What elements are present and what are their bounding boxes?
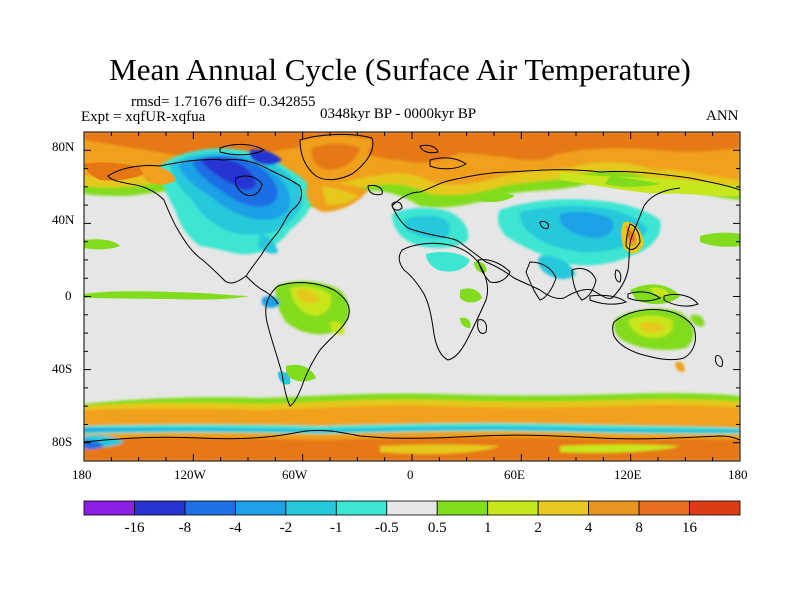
lat-label-80s: 80S bbox=[52, 434, 73, 449]
lat-label-0: 0 bbox=[65, 288, 72, 303]
coast-australia bbox=[612, 309, 697, 361]
coast-arctic-islands bbox=[429, 157, 467, 170]
colorbar-swatch bbox=[184, 500, 236, 516]
colorbar-label: 4 bbox=[584, 520, 593, 536]
coast-lakes bbox=[539, 221, 549, 229]
coast-philippines bbox=[614, 269, 622, 283]
colorbar-label: 2 bbox=[534, 520, 542, 536]
coast-new-zealand bbox=[715, 355, 723, 367]
greenland-anomaly bbox=[300, 135, 372, 212]
coast-europe-south bbox=[391, 187, 681, 299]
colorbar-label: -4 bbox=[229, 520, 242, 536]
colorbar-swatch bbox=[689, 500, 741, 516]
australia-anomaly bbox=[614, 308, 705, 372]
colorbar-swatch bbox=[588, 500, 640, 516]
arctic-band-red-2 bbox=[380, 136, 470, 163]
lon-label-120e: 120E bbox=[614, 467, 642, 482]
coast-north-america bbox=[107, 158, 303, 284]
lon-label-60w: 60W bbox=[282, 467, 308, 482]
colorbar-label: 16 bbox=[682, 520, 698, 536]
lon-label-180e: 180 bbox=[728, 467, 748, 482]
map-fill-layer bbox=[84, 132, 740, 461]
pacific-eq-green bbox=[84, 291, 250, 300]
colorbar-label: -2 bbox=[279, 520, 293, 536]
eurasia-cold-anomaly bbox=[392, 199, 661, 280]
so-blue-band bbox=[84, 427, 740, 432]
na-navy bbox=[200, 157, 256, 190]
period-label: 0348kyr BP - 0000kyr BP bbox=[320, 106, 477, 122]
coast-eurasia bbox=[391, 169, 740, 207]
coast-madagascar bbox=[477, 319, 487, 334]
coast-india bbox=[525, 261, 557, 301]
lon-label-60e: 60E bbox=[504, 467, 525, 482]
south-america-anomaly bbox=[262, 281, 349, 335]
coast-arabia bbox=[477, 259, 511, 283]
colorbar-label: -0.5 bbox=[374, 520, 399, 536]
colorbar bbox=[83, 500, 741, 516]
coast-africa bbox=[398, 242, 489, 361]
colorbar-swatch bbox=[234, 500, 287, 516]
so-yellow-antarctica bbox=[380, 444, 500, 454]
coast-canadian-islands bbox=[219, 143, 266, 156]
colorbar-swatch bbox=[638, 500, 690, 516]
colorbar-swatch bbox=[487, 500, 539, 516]
lon-label-120w: 120W bbox=[174, 467, 206, 482]
so-green-antarctica bbox=[560, 444, 680, 453]
africa-green-1 bbox=[460, 288, 482, 303]
indonesia-lime bbox=[650, 287, 670, 297]
stats-text: rmsd= 1.71676 diff= 0.342855 bbox=[131, 94, 316, 110]
colorbar-swatch bbox=[436, 500, 489, 516]
lat-label-40n: 40N bbox=[52, 212, 75, 227]
lat-label-40s: 40S bbox=[52, 361, 73, 376]
colorbar-label: 0.5 bbox=[427, 520, 447, 536]
colorbar-swatch bbox=[285, 500, 337, 516]
southern-ocean-anomaly bbox=[84, 393, 740, 461]
coast-iceland bbox=[367, 185, 383, 196]
chart-title: Mean Annual Cycle (Surface Air Temperatu… bbox=[109, 52, 691, 87]
pacific-green-east bbox=[700, 232, 740, 247]
colorbar-label: 8 bbox=[635, 520, 643, 536]
indonesia-green bbox=[630, 284, 680, 305]
coast-hudson-bay bbox=[235, 175, 263, 197]
bering-orange bbox=[140, 166, 176, 185]
na-navy-2 bbox=[249, 149, 282, 165]
coast-indonesia-1 bbox=[589, 294, 628, 305]
colorbar-label: -8 bbox=[178, 520, 192, 536]
colorbar-swatch bbox=[134, 500, 186, 516]
arctic-band-red-3 bbox=[470, 132, 562, 161]
pacific-green-west bbox=[84, 239, 120, 250]
na-cold-tongue bbox=[258, 234, 278, 254]
patagonia-cyan bbox=[278, 371, 291, 385]
colorbar-swatch bbox=[386, 500, 438, 516]
coast-new-guinea bbox=[663, 293, 699, 307]
colorbar-label: -16 bbox=[124, 520, 145, 536]
coast-uk bbox=[391, 201, 403, 211]
korea-orange bbox=[627, 230, 635, 242]
colorbar-swatch bbox=[537, 500, 590, 516]
colorbar-swatch bbox=[83, 500, 135, 516]
coastlines bbox=[84, 133, 740, 443]
coast-southeast-asia bbox=[571, 267, 597, 301]
sahara-cyan bbox=[426, 252, 470, 272]
lat-label-80n: 80N bbox=[52, 139, 75, 154]
lon-label-180w: 180 bbox=[72, 467, 92, 482]
coast-indonesia-2 bbox=[627, 291, 662, 302]
lon-label-0: 0 bbox=[407, 467, 414, 482]
axis-ticks bbox=[83, 131, 741, 462]
experiment-label: Expt = xqfUR-xqfua bbox=[81, 109, 206, 125]
coast-central-america bbox=[245, 275, 279, 305]
eurasia-green-patches bbox=[475, 172, 740, 203]
coast-antarctica bbox=[84, 429, 740, 443]
coast-south-america bbox=[265, 282, 350, 407]
season-label: ANN bbox=[706, 108, 739, 124]
coast-greenland bbox=[299, 133, 374, 181]
africa-green-3 bbox=[460, 317, 471, 328]
coast-svalbard bbox=[419, 144, 439, 154]
colorbar-swatch bbox=[335, 500, 388, 516]
colorbar-label: -1 bbox=[330, 520, 343, 536]
colorbar-label: 1 bbox=[483, 520, 492, 536]
coast-japan bbox=[625, 223, 641, 250]
